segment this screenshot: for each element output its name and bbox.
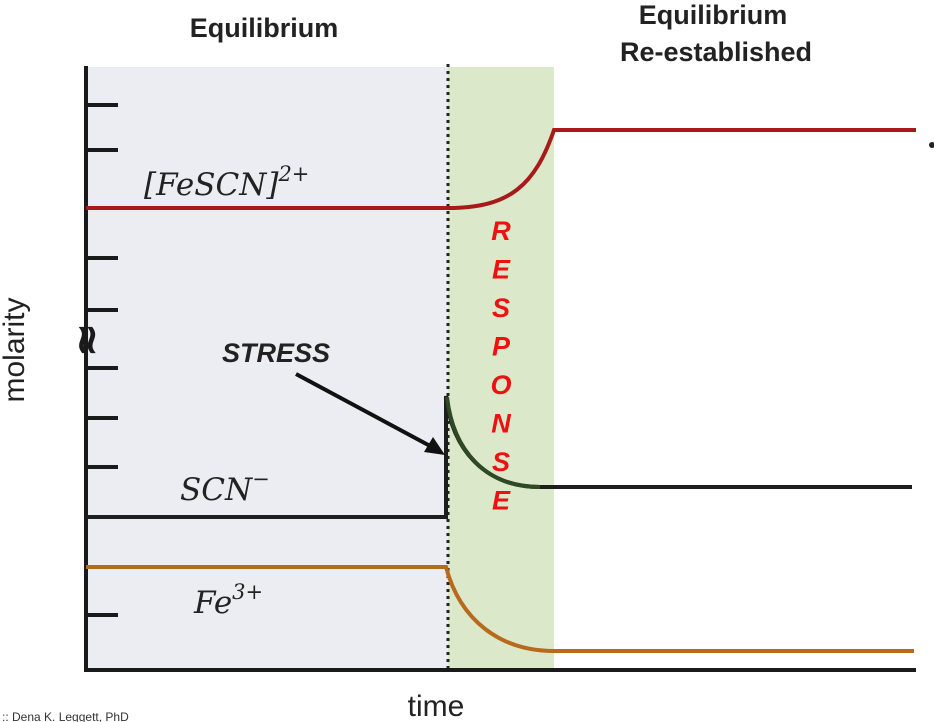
y-axis-title: molarity (0, 297, 31, 402)
label-fescn: [FeSCN]2+ (144, 162, 309, 203)
label-fe: Fe3+ (193, 580, 263, 621)
equilibrium-region (86, 67, 448, 670)
fe-curve (86, 565, 914, 653)
edge-dot (929, 142, 934, 148)
axis-break-symbol: ≈ (64, 322, 113, 357)
label-scn-base: SCN (180, 472, 254, 508)
label-fescn-charge: 2+ (277, 162, 309, 186)
label-fe-charge: 3+ (232, 580, 263, 604)
stress-arrow (295, 372, 445, 455)
header-reestablished-line1: Equilibrium (639, 0, 788, 30)
credit-text: :: Dena K. Leggett, PhD (2, 710, 129, 722)
header-reestablished-line2: Re-established (620, 37, 812, 67)
label-fescn-base: [FeSCN] (144, 167, 279, 203)
label-fe-base: Fe (193, 585, 232, 621)
label-scn-charge: − (252, 467, 270, 491)
x-axis-title: time (408, 690, 465, 722)
label-scn: SCN− (180, 467, 270, 508)
header-equilibrium: Equilibrium (190, 13, 339, 43)
fescn-curve (86, 128, 916, 210)
scn-response-segment (445, 396, 541, 489)
stress-label: STRESS (222, 338, 330, 368)
response-region (448, 67, 554, 670)
